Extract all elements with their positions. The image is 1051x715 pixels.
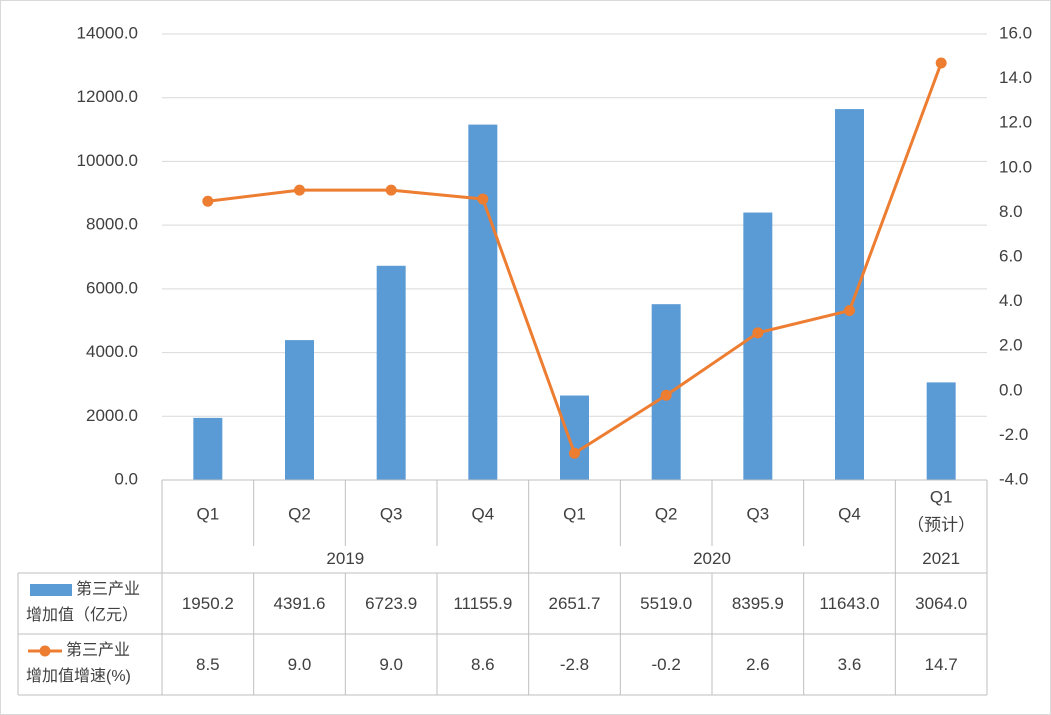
line-point-7 [752, 327, 764, 339]
bar-value-cell: 11643.0 [819, 594, 879, 613]
bar-1 [193, 417, 223, 480]
bar-value-cell: 3064.0 [915, 594, 967, 613]
category-label: Q3 [380, 504, 403, 523]
legend-label: 第三产业 [76, 580, 140, 598]
category-label: Q1 [563, 504, 586, 523]
bar-2 [285, 340, 314, 480]
line-value-cell: -0.2 [652, 655, 681, 674]
line-point-9 [935, 57, 947, 69]
bar-9 [926, 382, 956, 480]
y-right-tick-label: -2.0 [999, 425, 1028, 444]
legend-line-marker [39, 645, 51, 657]
bar-value-cell: 11155.9 [453, 594, 512, 613]
category-label: Q1 [930, 487, 953, 506]
legend-bar-key [30, 584, 72, 596]
y-right-tick-label: 6.0 [999, 246, 1023, 265]
line-point-6 [660, 389, 672, 401]
year-label: 2019 [326, 549, 364, 568]
bar-7 [743, 212, 773, 480]
legend-label: 增加值增速(%) [26, 667, 131, 685]
bar-3 [376, 265, 406, 480]
y-right-tick-label: 16.0 [999, 23, 1032, 42]
category-label: Q4 [471, 504, 494, 523]
y-right-tick-label: 10.0 [999, 157, 1032, 176]
bar-value-cell: 1950.2 [182, 594, 234, 613]
legend-label: 第三产业 [66, 641, 130, 659]
line-value-cell: 3.6 [838, 655, 862, 674]
bar-5 [560, 395, 589, 480]
line-value-cell: 8.6 [471, 655, 495, 674]
bar-value-cell: 6723.9 [365, 594, 417, 613]
y-right-tick-label: 4.0 [999, 291, 1023, 310]
bar-value-cell: 5519.0 [640, 594, 692, 613]
line-value-cell: 9.0 [288, 655, 312, 674]
category-label: Q1 [196, 504, 219, 523]
y-left-tick-label: 10000.0 [77, 151, 138, 170]
line-point-8 [844, 305, 855, 317]
y-left-tick-label: 0.0 [114, 469, 138, 488]
bar-value-cell: 4391.6 [274, 594, 326, 613]
bar-value-cell: 8395.9 [732, 594, 784, 613]
y-right-tick-label: -4.0 [999, 469, 1028, 488]
line-value-cell: 2.6 [746, 655, 770, 674]
y-left-tick-label: 4000.0 [86, 342, 138, 361]
y-left-tick-label: 2000.0 [86, 406, 138, 425]
line-value-cell: -2.8 [560, 655, 589, 674]
y-left-tick-label: 6000.0 [86, 278, 138, 297]
y-left-tick-label: 8000.0 [86, 215, 138, 234]
category-label: Q2 [655, 504, 678, 523]
line-point-4 [477, 193, 489, 205]
category-label: Q4 [838, 504, 861, 523]
y-right-tick-label: 12.0 [999, 113, 1032, 132]
y-right-tick-label: 2.0 [999, 336, 1023, 355]
line-point-3 [385, 184, 397, 196]
line-value-cell: 9.0 [379, 655, 403, 674]
line-point-5 [569, 447, 580, 459]
y-left-tick-label: 14000.0 [77, 23, 138, 42]
category-label: （预计） [907, 515, 975, 534]
y-right-tick-label: 8.0 [999, 202, 1023, 221]
growth-rate-line [207, 62, 943, 455]
line-value-cell: 14.7 [925, 655, 958, 674]
y-right-tick-label: 14.0 [999, 68, 1032, 87]
line-point-1 [202, 195, 214, 207]
y-right-tick-label: 0.0 [999, 380, 1023, 399]
legend-label: 增加值（亿元） [26, 606, 138, 624]
category-label: Q3 [746, 504, 769, 523]
year-label: 2021 [922, 549, 960, 568]
y-left-tick-label: 12000.0 [77, 87, 138, 106]
bar-8 [835, 109, 864, 481]
bar-value-cell: 2651.7 [549, 594, 601, 613]
year-label: 2020 [693, 549, 731, 568]
line-value-cell: 8.5 [196, 655, 220, 674]
line-point-2 [294, 184, 305, 196]
category-label: Q2 [288, 504, 311, 523]
bar-4 [468, 124, 498, 481]
